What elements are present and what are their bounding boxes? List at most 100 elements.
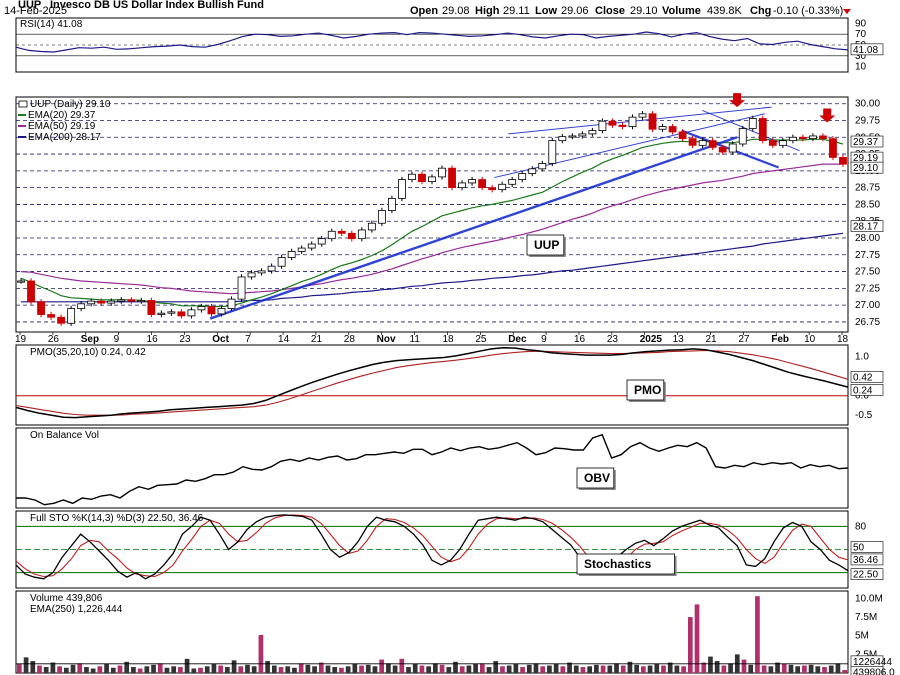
volume-bar [453, 661, 458, 673]
candle-body [408, 173, 416, 180]
candle-body [468, 179, 477, 184]
obv-legend: On Balance Vol [30, 430, 99, 441]
value-badge [850, 371, 884, 383]
candle-body [377, 210, 386, 224]
candle-body [347, 232, 356, 240]
volume-bar [654, 664, 660, 673]
volume-bar [318, 662, 324, 673]
candle-body [448, 167, 456, 189]
volume-bar [305, 664, 311, 673]
low-label: Low [535, 5, 557, 17]
sto-legend: Full STO %K(14,3) %D(3) 22.50, 36.46 [30, 513, 204, 524]
candle-body [207, 306, 216, 315]
candle-body [137, 300, 146, 303]
volume-panel-frame [15, 590, 849, 674]
candle-body [458, 182, 466, 189]
uup-annotation-text: UUP [534, 238, 559, 252]
x-tick-label: 23 [607, 334, 619, 345]
volume-bar [171, 666, 177, 673]
x-tick-label: 21 [311, 334, 323, 345]
candle-body [638, 113, 647, 118]
x-tick-label: 25 [475, 334, 487, 345]
volume-bar [500, 666, 505, 673]
y-tick-label: 70 [855, 29, 867, 40]
volume-bar [661, 665, 666, 673]
volume-bar [399, 658, 405, 673]
volume-bar [835, 663, 841, 673]
symbol-title: UUP [18, 0, 41, 11]
volume-bar [647, 665, 653, 673]
volume-bar [466, 665, 472, 673]
volume-bar [70, 664, 76, 673]
volume-bar [620, 665, 626, 673]
volume-bar [701, 662, 707, 673]
value-badge-label: 41.08 [853, 45, 878, 56]
volume-bar [493, 661, 499, 673]
candle-body [548, 140, 557, 164]
candle-body [117, 299, 126, 302]
candle-body [798, 136, 807, 140]
volume-bar [748, 664, 754, 673]
candle-body [297, 247, 306, 252]
volume-bar [412, 664, 418, 673]
volume-bar [406, 667, 411, 673]
y-tick-label: 5M [855, 631, 869, 642]
y-tick-label: 10.0M [855, 593, 883, 604]
value-badge [850, 161, 884, 174]
candle-body [47, 314, 55, 318]
volume-ema-legend: EMA(250) 1,226,444 [30, 604, 123, 615]
volume-bar [157, 663, 163, 673]
candle-body [668, 126, 677, 133]
volume-bar [278, 667, 284, 673]
volume-bar [57, 666, 62, 673]
volume-bar [802, 665, 807, 673]
candle-body [768, 140, 777, 146]
volume-bar [198, 667, 203, 673]
candle-body [357, 229, 366, 240]
volume-bar [110, 667, 116, 673]
down-arrow-icon [819, 108, 836, 123]
candle-body [337, 230, 346, 234]
volume-bar [77, 663, 83, 673]
volume-bar [580, 667, 586, 673]
x-tick-label: 23 [179, 334, 191, 345]
volume-bar [251, 666, 257, 673]
candle-body [157, 312, 166, 315]
x-tick-label: 21 [705, 334, 717, 345]
y-tick-label: 90 [855, 18, 867, 29]
volume-bar [533, 663, 539, 673]
y-tick-label: 27.00 [855, 300, 880, 311]
volume-bar [359, 665, 364, 673]
price-panel: 30.0029.7529.5029.2529.0028.7528.5028.25… [15, 93, 884, 345]
volume-bar [439, 664, 445, 673]
x-tick-label: 7 [245, 334, 251, 345]
y-tick-label: 28.00 [855, 233, 880, 244]
y-tick-label: 0.0 [855, 391, 869, 402]
y-tick-label: 10 [855, 62, 867, 73]
candle-body [708, 140, 717, 148]
value-badge-label: 29.19 [853, 153, 878, 164]
volume-bar [728, 663, 733, 673]
candle-body [127, 299, 136, 302]
volume-bar [164, 667, 170, 673]
volume-bar [446, 667, 452, 673]
y-tick-label: 27.75 [855, 250, 880, 261]
sto-k-line [15, 514, 849, 580]
x-tick-label: 26 [48, 334, 60, 345]
volume-bar [681, 666, 686, 673]
volume-bar [607, 665, 613, 673]
volume-legend: Volume 439,806 [30, 593, 103, 604]
volume-bar [352, 664, 358, 673]
candle-body [728, 143, 737, 153]
volume-bar [84, 667, 89, 673]
value-badge [850, 220, 884, 232]
x-tick-label: 19 [15, 334, 27, 345]
obv-annotation-box [576, 467, 615, 489]
candle-body [177, 311, 186, 317]
volume-bar [63, 667, 69, 673]
volume-bar [788, 664, 794, 673]
value-badge-label: 22.50 [853, 570, 878, 581]
candle-body [819, 135, 827, 140]
value-badge [850, 553, 884, 566]
volume-bar [285, 666, 291, 673]
